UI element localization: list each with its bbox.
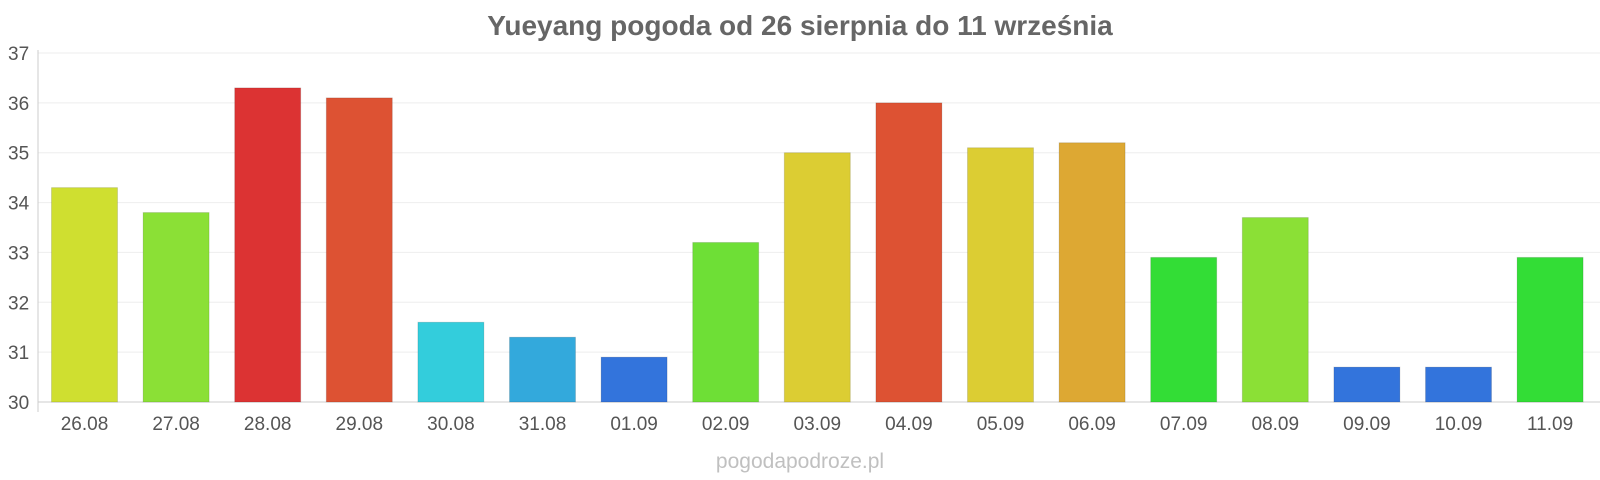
bar-27.08[interactable] — [142, 212, 210, 403]
x-tick-label: 29.08 — [336, 414, 384, 435]
bar-08.09[interactable] — [1241, 217, 1309, 403]
bar-04.09[interactable] — [875, 102, 943, 403]
bar-09.09[interactable] — [1333, 366, 1401, 403]
bar-07.09[interactable] — [1150, 256, 1218, 403]
x-tick-label: 04.09 — [885, 414, 933, 435]
chart-title: Yueyang pogoda od 26 sierpnia do 11 wrze… — [487, 10, 1113, 41]
bar-30.08[interactable] — [417, 321, 485, 403]
y-tick-label: 31 — [8, 343, 29, 364]
bar-11.09[interactable] — [1516, 256, 1584, 403]
watermark[interactable]: pogodapodroze.pl — [715, 450, 885, 473]
bar-05.09[interactable] — [967, 147, 1034, 403]
bar-26.08[interactable] — [51, 187, 118, 403]
x-tick-label: 02.09 — [702, 414, 750, 435]
x-tick-label: 27.08 — [152, 414, 200, 435]
bar-10.09[interactable] — [1425, 366, 1492, 403]
bar-02.09[interactable] — [692, 241, 760, 403]
y-tick-label: 34 — [8, 194, 30, 215]
y-tick-label: 32 — [8, 293, 29, 314]
x-tick-label: 06.09 — [1068, 414, 1116, 435]
y-tick-label: 33 — [8, 243, 29, 264]
x-tick-label: 30.08 — [427, 414, 475, 435]
y-tick-label: 36 — [8, 94, 29, 115]
bar-29.08[interactable] — [325, 97, 393, 403]
bar-01.09[interactable] — [600, 356, 668, 403]
bar-06.09[interactable] — [1058, 142, 1126, 403]
x-tick-label: 07.09 — [1160, 414, 1208, 435]
x-tick-label: 03.09 — [794, 414, 842, 435]
y-tick-label: 35 — [8, 144, 29, 165]
x-tick-label: 09.09 — [1343, 414, 1391, 435]
x-tick-label: 28.08 — [244, 414, 292, 435]
x-tick-label: 11.09 — [1527, 414, 1573, 435]
x-tick-label: 31.08 — [519, 414, 567, 435]
x-tick-label: 05.09 — [977, 414, 1025, 435]
x-tick-label: 01.09 — [610, 414, 658, 435]
y-tick-label: 37 — [8, 44, 29, 65]
bar-03.09[interactable] — [783, 152, 851, 403]
x-tick-label: 08.09 — [1252, 414, 1300, 435]
x-tick-label: 26.08 — [61, 414, 109, 435]
bar-28.08[interactable] — [234, 87, 302, 403]
bar-31.08[interactable] — [509, 336, 576, 403]
x-tick-label: 10.09 — [1435, 414, 1483, 435]
y-tick-label: 30 — [8, 393, 29, 414]
